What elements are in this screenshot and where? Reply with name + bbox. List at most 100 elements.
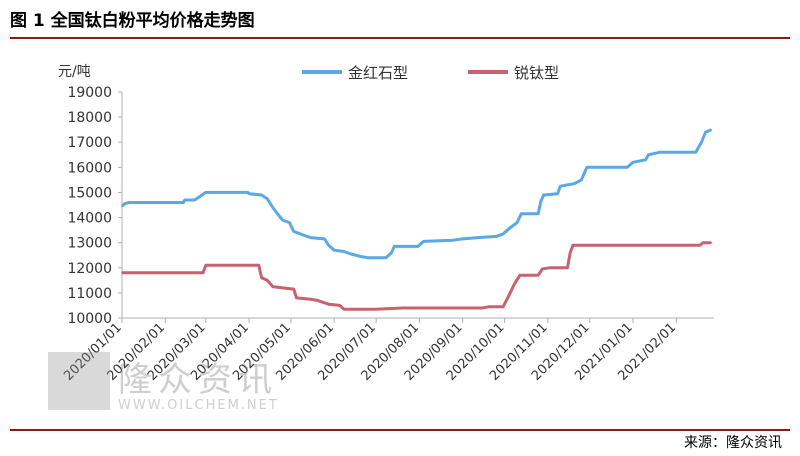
- price-chart: 元/吨 金红石型 锐钛型 10000 11000 12000 13000 14000 150…: [58, 64, 714, 384]
- figure-title: 图 1 全国钛白粉平均价格走势图: [10, 11, 255, 31]
- data-point: [205, 264, 207, 267]
- data-point: [417, 245, 419, 248]
- data-point: [350, 253, 352, 255]
- data-point: [333, 249, 336, 251]
- data-point: [385, 256, 387, 259]
- data-point: [339, 304, 341, 307]
- y-axis: 10000 11000 12000 13000 14000 15000 16000 17000…: [67, 85, 123, 327]
- data-point: [272, 206, 274, 209]
- title-rule: [10, 37, 790, 39]
- data-point: [573, 182, 576, 185]
- series-line-anatase: [122, 241, 712, 311]
- y-tick-label: 14000: [67, 211, 112, 227]
- data-point: [556, 192, 559, 195]
- data-point: [231, 264, 234, 267]
- data-point: [702, 241, 704, 244]
- data-point: [121, 272, 123, 274]
- data-point: [572, 244, 574, 246]
- data-point: [260, 277, 263, 279]
- data-point: [360, 255, 362, 258]
- watermark-logo-icon: [48, 352, 110, 410]
- data-point: [393, 245, 396, 248]
- data-point: [513, 283, 516, 285]
- data-point: [266, 197, 269, 200]
- data-point: [566, 267, 569, 269]
- data-point: [626, 166, 629, 169]
- data-point: [302, 234, 305, 236]
- y-tick-label: 15000: [67, 185, 112, 201]
- data-point: [343, 308, 345, 311]
- source-label: 来源：隆众资讯: [684, 435, 782, 451]
- data-point: [184, 199, 186, 201]
- data-point: [266, 279, 269, 282]
- series-line-rutile: [120, 128, 712, 260]
- data-point: [502, 305, 505, 308]
- data-point: [199, 195, 201, 197]
- y-tick-label: 18000: [67, 110, 112, 126]
- data-point: [205, 191, 207, 194]
- data-point: [537, 274, 539, 277]
- data-point: [495, 235, 498, 238]
- data-point: [438, 307, 440, 309]
- data-point: [343, 250, 345, 253]
- data-point: [390, 251, 393, 254]
- data-point: [246, 191, 249, 194]
- data-point: [644, 159, 647, 161]
- watermark-url: WWW.OILCHEM.NET: [118, 398, 279, 413]
- data-point: [281, 287, 284, 289]
- data-point: [128, 201, 130, 204]
- data-point: [540, 200, 542, 202]
- y-axis-unit-label: 元/吨: [58, 64, 91, 80]
- data-point: [586, 166, 588, 169]
- data-point: [295, 297, 298, 299]
- data-point: [710, 128, 712, 131]
- data-point: [452, 239, 454, 241]
- data-point: [366, 256, 369, 259]
- data-point: [422, 240, 425, 243]
- data-point: [548, 267, 550, 269]
- data-point: [559, 185, 562, 187]
- data-point: [258, 264, 260, 267]
- source-rule: [10, 429, 790, 431]
- data-point: [516, 221, 518, 224]
- legend: 金红石型 锐钛型: [302, 64, 559, 82]
- data-point: [327, 244, 330, 246]
- data-point: [292, 230, 295, 233]
- data-point: [488, 305, 491, 308]
- data-point: [658, 151, 661, 154]
- data-point: [541, 268, 544, 270]
- data-point: [375, 308, 377, 311]
- data-point: [121, 205, 123, 208]
- watermark-text: 隆众资讯: [118, 360, 278, 400]
- data-point: [401, 307, 404, 309]
- data-point: [580, 179, 583, 181]
- data-point: [477, 236, 479, 239]
- data-point: [695, 151, 697, 154]
- data-point: [272, 285, 274, 288]
- data-point: [502, 233, 505, 235]
- data-point: [309, 298, 312, 301]
- data-point: [699, 244, 701, 246]
- data-point: [566, 184, 569, 186]
- data-point: [202, 272, 204, 274]
- data-point: [327, 303, 330, 306]
- data-point: [542, 194, 545, 196]
- y-tick-label: 19000: [67, 85, 112, 101]
- data-point: [309, 236, 312, 239]
- data-point: [704, 131, 707, 133]
- data-point: [288, 221, 291, 224]
- data-point: [647, 154, 650, 156]
- y-tick-label: 12000: [67, 261, 112, 277]
- watermark: 隆众资讯 WWW.OILCHEM.NET: [48, 352, 338, 418]
- y-tick-label: 10000: [67, 311, 112, 327]
- data-point: [632, 161, 634, 164]
- y-tick-label: 16000: [67, 160, 112, 176]
- y-tick-label: 13000: [67, 236, 112, 252]
- data-point: [481, 307, 484, 309]
- data-point: [509, 226, 512, 229]
- legend-label: 锐钛型: [514, 64, 559, 82]
- data-point: [520, 213, 523, 215]
- data-point: [461, 238, 464, 240]
- legend-label: 金红石型: [348, 64, 408, 82]
- data-point: [193, 199, 196, 201]
